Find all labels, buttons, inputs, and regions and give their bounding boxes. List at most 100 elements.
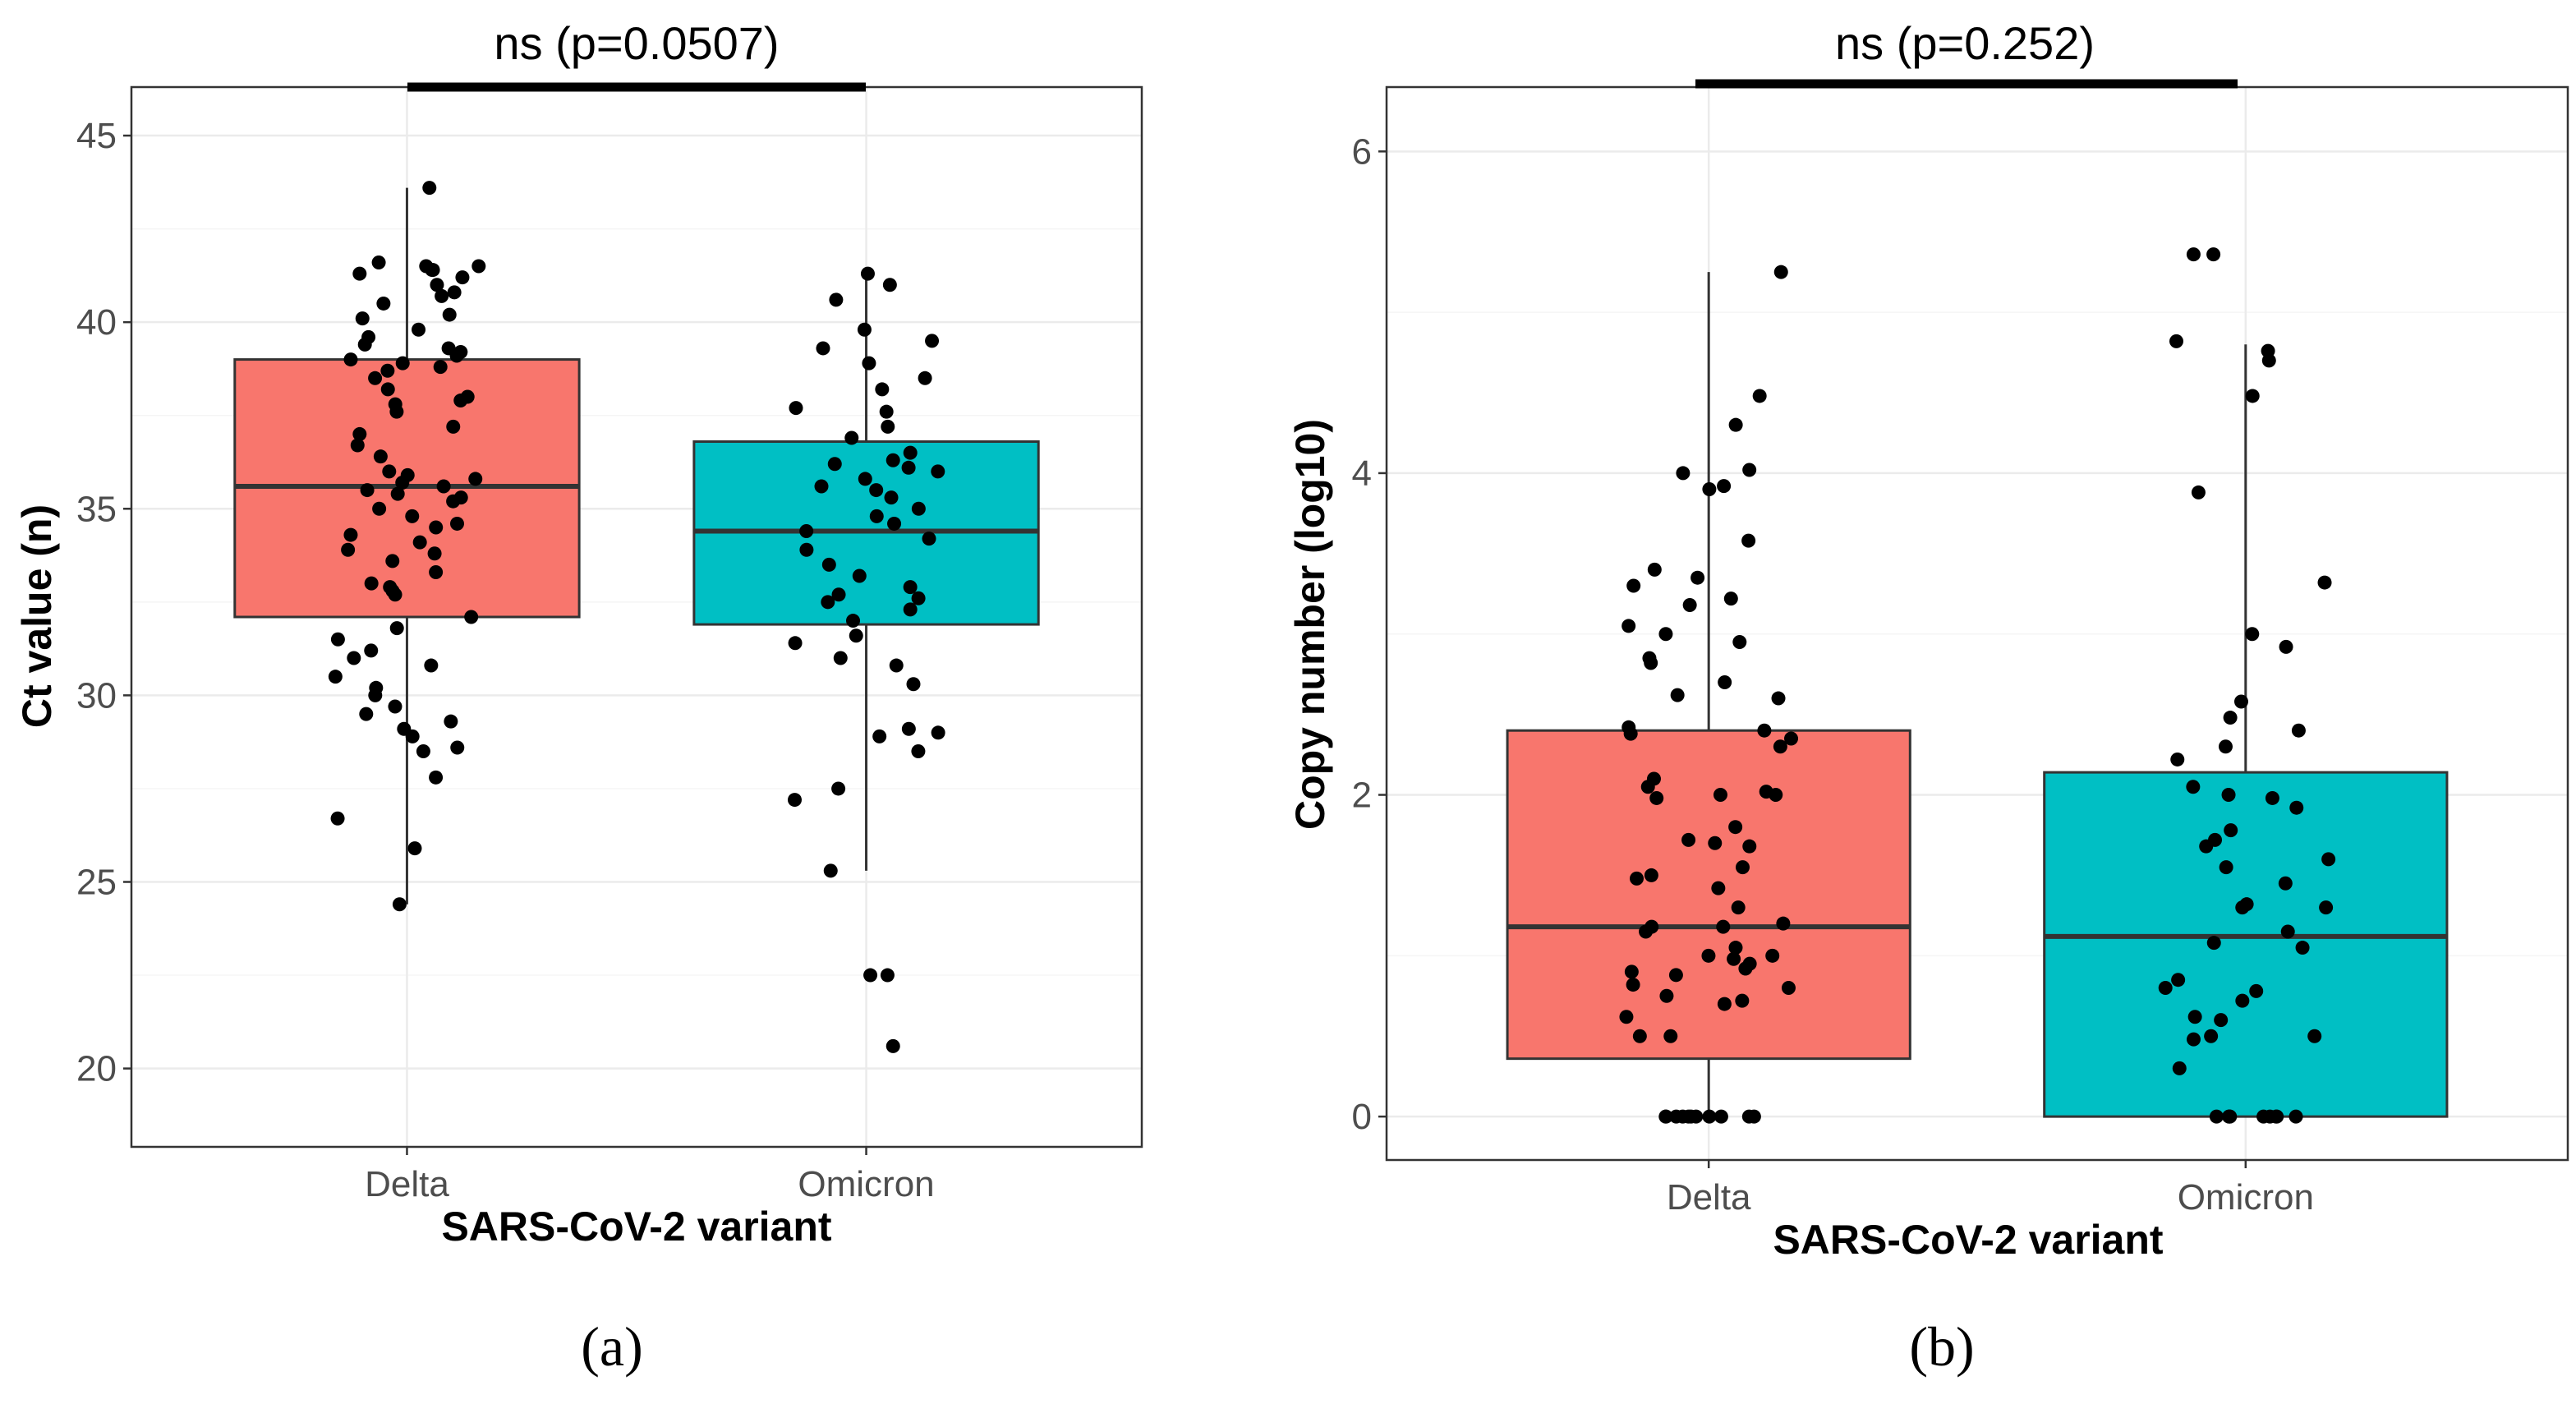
data-point-omicron <box>2186 780 2201 794</box>
data-point-delta <box>390 486 405 501</box>
data-point-delta <box>1626 578 1641 593</box>
data-point-omicron <box>846 614 861 628</box>
data-point-omicron <box>903 580 918 595</box>
data-point-delta <box>405 729 420 743</box>
data-point-omicron <box>918 371 932 385</box>
data-point-delta <box>1639 924 1654 939</box>
data-point-delta <box>435 288 449 303</box>
data-point-delta <box>407 841 422 856</box>
y-tick-label: 20 <box>76 1049 117 1089</box>
data-point-delta <box>380 382 395 397</box>
data-point-omicron <box>911 744 926 759</box>
data-point-omicron <box>789 401 803 416</box>
data-point-omicron <box>931 464 945 479</box>
data-point-delta <box>1728 820 1743 835</box>
data-point-omicron <box>862 356 876 371</box>
box-delta <box>1506 729 1911 1061</box>
data-point-delta <box>1717 997 1732 1011</box>
data-point-omicron <box>2235 993 2250 1008</box>
data-point-delta <box>416 744 430 759</box>
data-point-omicron <box>2245 627 2260 642</box>
data-point-delta <box>1771 691 1786 706</box>
x-tick-label-delta: Delta <box>1667 1177 1751 1218</box>
data-point-omicron <box>821 557 836 572</box>
data-point-delta <box>1702 482 1717 497</box>
data-point-omicron <box>821 595 835 610</box>
data-point-delta <box>368 688 383 702</box>
y-tick-label: 35 <box>76 489 117 529</box>
chart-b-y-axis-title: Copy number (log10) <box>1287 419 1333 830</box>
data-point-delta <box>442 307 457 322</box>
data-point-delta <box>343 527 358 542</box>
data-point-delta <box>371 255 386 269</box>
data-point-delta <box>1773 739 1787 754</box>
data-point-delta <box>1784 731 1799 746</box>
data-point-delta <box>1742 839 1757 854</box>
data-point-delta <box>1670 688 1685 702</box>
data-point-delta <box>352 266 367 281</box>
data-point-delta <box>347 651 361 665</box>
data-point-delta <box>392 897 407 912</box>
data-point-omicron <box>863 968 878 983</box>
data-point-omicron <box>860 266 875 281</box>
data-point-delta <box>1626 978 1640 992</box>
data-point-delta <box>1769 788 1783 803</box>
data-point-delta <box>385 554 400 569</box>
data-point-delta <box>343 352 358 367</box>
data-point-delta <box>1708 835 1723 850</box>
data-point-delta <box>1622 619 1636 633</box>
data-point-delta <box>1714 1109 1728 1124</box>
data-point-delta <box>395 356 410 371</box>
data-point-omicron <box>2206 936 2221 951</box>
data-point-delta <box>450 740 465 755</box>
data-point-delta <box>1731 900 1746 915</box>
data-point-omicron <box>901 721 916 736</box>
data-point-omicron <box>2235 900 2250 915</box>
data-point-delta <box>388 587 402 602</box>
data-point-delta <box>455 270 470 285</box>
data-point-omicron <box>2199 839 2214 854</box>
data-point-delta <box>1735 860 1750 875</box>
data-point-omicron <box>2291 723 2306 738</box>
y-tick-label: 25 <box>76 863 117 903</box>
data-point-delta <box>1619 1010 1634 1024</box>
data-point-omicron <box>833 651 848 665</box>
data-point-omicron <box>881 419 895 434</box>
data-point-delta <box>1711 881 1726 895</box>
data-point-omicron <box>2279 639 2293 654</box>
data-point-omicron <box>788 636 803 651</box>
data-point-omicron <box>2321 852 2336 867</box>
data-point-delta <box>1732 635 1747 650</box>
data-point-delta <box>433 360 448 375</box>
data-point-delta <box>422 181 437 196</box>
chart-b-x-axis-title: SARS-CoV-2 variant <box>1773 1217 2163 1263</box>
data-point-delta <box>1773 265 1788 279</box>
data-point-omicron <box>816 341 830 356</box>
data-point-omicron <box>922 532 936 546</box>
data-point-delta <box>1644 656 1658 670</box>
data-point-omicron <box>2169 334 2183 348</box>
data-point-omicron <box>829 292 844 307</box>
data-point-delta <box>412 535 427 550</box>
data-point-omicron <box>2317 575 2332 590</box>
chart-b-boxes <box>1506 272 2449 1118</box>
data-point-delta <box>1702 1109 1717 1124</box>
data-point-delta <box>330 632 345 647</box>
data-point-omicron <box>2249 983 2264 998</box>
data-point-delta <box>1757 723 1772 738</box>
data-point-delta <box>1624 964 1639 979</box>
data-point-omicron <box>2206 247 2221 262</box>
x-tick-label-omicron: Omicron <box>798 1164 934 1204</box>
data-point-delta <box>388 699 402 714</box>
data-point-omicron <box>882 278 897 292</box>
data-point-delta <box>1741 533 1756 548</box>
data-point-omicron <box>2265 790 2279 805</box>
data-point-delta <box>1649 790 1664 805</box>
data-point-omicron <box>931 725 945 740</box>
y-tick-label: 2 <box>1352 776 1372 816</box>
data-point-delta <box>446 494 461 509</box>
data-point-delta <box>1623 726 1638 741</box>
data-point-delta <box>1742 463 1757 477</box>
data-point-delta <box>1701 948 1716 963</box>
